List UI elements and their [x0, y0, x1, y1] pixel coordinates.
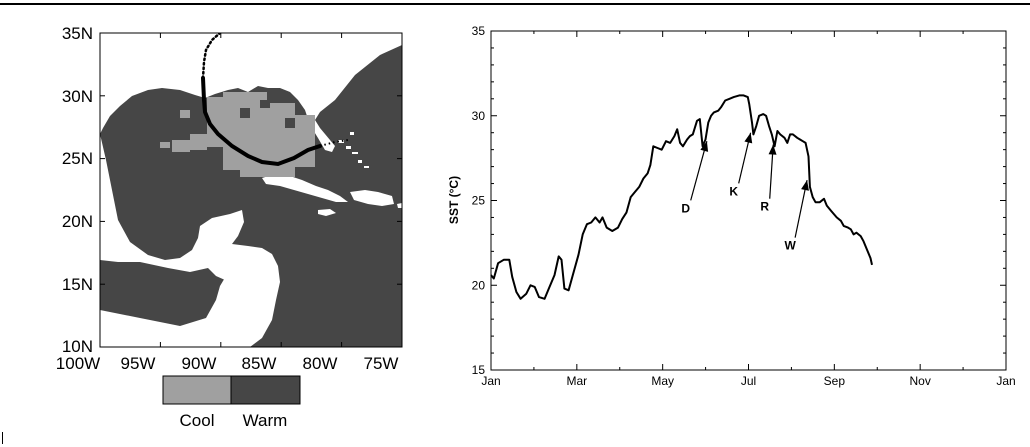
legend-label-cool: Cool	[180, 411, 215, 430]
annotation-label: W	[784, 239, 796, 253]
lon-label-90w: 90W	[182, 354, 217, 373]
land-central-america	[100, 244, 280, 347]
lat-label-30n: 30N	[62, 87, 93, 106]
lon-label-85w: 85W	[242, 354, 277, 373]
x-tick-label: Nov	[909, 374, 930, 388]
legend-swatch-cool	[162, 375, 232, 405]
land-jamaica	[318, 209, 336, 216]
lon-label-95w: 95W	[121, 354, 156, 373]
corner-mark	[2, 432, 3, 444]
map-frame	[99, 32, 403, 348]
lat-label-10n: 10N	[62, 337, 93, 356]
x-tick-label: Mar	[566, 374, 587, 388]
x-tick-label: Jan	[996, 374, 1015, 388]
land-cuba	[262, 174, 348, 202]
land-bahamas	[338, 132, 369, 168]
chart-tick-marks	[490, 30, 1007, 371]
legend-swatch-warm	[230, 375, 301, 405]
sst-series-line	[490, 94, 873, 300]
y-tick-label: 35	[472, 24, 486, 38]
annotation-label: K	[729, 184, 738, 198]
y-axis-label: SST (°C)	[447, 176, 461, 224]
x-tick-labels: Jan Mar May Jul Sep Nov Jan	[481, 374, 1015, 388]
x-tick-label: Sep	[824, 374, 846, 388]
lat-label-15n: 15N	[62, 275, 93, 294]
annotation-arrow-head	[801, 180, 809, 191]
map-plot	[100, 33, 402, 347]
lon-label-80w: 80W	[303, 354, 338, 373]
map-tick-marks	[99, 32, 403, 348]
lat-label-20n: 20N	[62, 212, 93, 231]
sst-chart: 15 20 25 30 35 Jan Mar May Jul Sep Nov Jan SST (°C…	[447, 24, 1016, 388]
y-tick-label: 20	[472, 278, 486, 292]
annotation-k: K	[729, 132, 753, 198]
longitude-labels: 100W 95W 90W 85W 80W 75W	[56, 354, 399, 373]
lon-label-75w: 75W	[364, 354, 399, 373]
legend-label-warm: Warm	[243, 411, 288, 430]
event-annotations: D K R W	[681, 132, 809, 253]
y-tick-label: 30	[472, 109, 486, 123]
hurricane-track-tail	[319, 139, 349, 147]
y-tick-labels: 15 20 25 30 35	[472, 24, 486, 377]
annotation-arrow-shaft	[690, 141, 708, 201]
y-tick-label: 15	[472, 363, 486, 377]
x-tick-label: May	[651, 374, 674, 388]
latitude-labels: 35N 30N 25N 20N 15N 10N	[62, 24, 93, 356]
map-panel: 35N 30N 25N 20N 15N 10N 100W 95W 90W 85W…	[56, 24, 403, 430]
annotation-w: W	[784, 180, 809, 253]
top-rule	[0, 3, 1030, 5]
x-tick-label: Jul	[741, 374, 756, 388]
annotation-label: D	[681, 201, 690, 215]
annotation-label: R	[760, 200, 769, 214]
annotation-r: R	[760, 144, 777, 214]
land-puerto-rico	[397, 203, 402, 208]
map-legend: Cool Warm	[162, 375, 301, 430]
lon-label-100w: 100W	[56, 354, 100, 373]
x-tick-label: Jan	[481, 374, 500, 388]
land-hispaniola	[350, 190, 394, 206]
land-mexico	[100, 134, 244, 282]
hurricane-track-dotted	[201, 33, 222, 80]
annotation-arrow-head	[700, 141, 709, 152]
annotation-d: D	[681, 141, 709, 215]
lat-label-35n: 35N	[62, 24, 93, 43]
warm-sea-patches	[240, 100, 295, 128]
chart-frame	[490, 30, 1007, 371]
annotation-arrow-head	[744, 132, 753, 144]
hurricane-track	[201, 76, 322, 167]
lat-label-25n: 25N	[62, 149, 93, 168]
land-usa	[100, 33, 402, 152]
annotation-arrow-head	[768, 144, 777, 155]
y-tick-label: 25	[472, 194, 486, 208]
